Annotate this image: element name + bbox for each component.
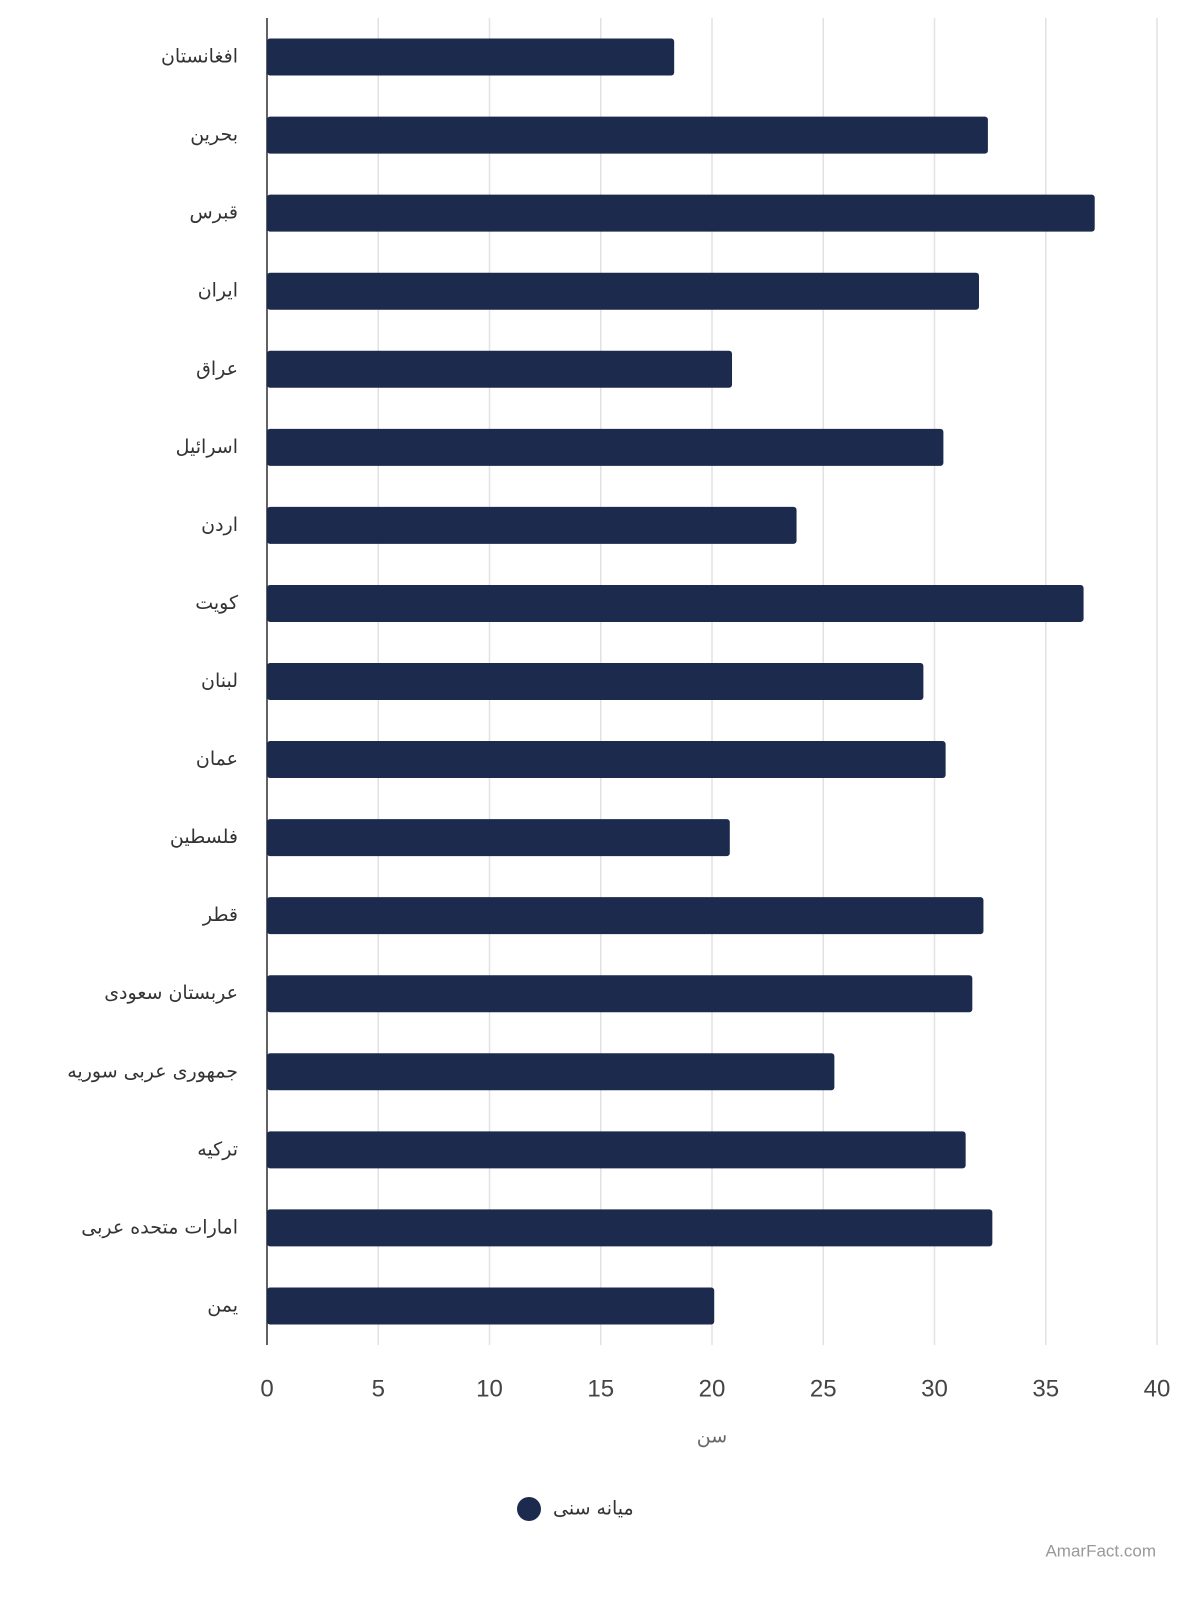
y-tick-label: فلسطین [170,826,238,848]
y-tick-label: اسرائیل [176,436,238,458]
bar [267,741,946,779]
x-tick-label: 40 [1144,1375,1171,1402]
x-tick-label: 15 [587,1375,614,1402]
bar [267,663,924,700]
bar [267,116,988,154]
y-tick-label: عربستان سعودی [104,982,238,1004]
y-tick-label: ترکیه [197,1138,238,1160]
x-tick-label: 25 [810,1375,837,1402]
y-tick-label: قبرس [190,202,239,224]
bar [267,1287,715,1325]
watermark: AmarFact.com [1045,1541,1156,1560]
x-tick-label: 10 [476,1375,503,1402]
y-tick-label: اردن [201,514,238,536]
bar [267,1209,993,1247]
bar [267,194,1095,232]
bar [267,38,675,76]
bar [267,897,984,935]
bar [267,350,733,388]
x-tick-label: 20 [699,1375,726,1402]
x-tick-label: 5 [372,1375,385,1402]
x-tick-label: 30 [921,1375,948,1402]
y-tick-label: عمان [196,748,238,770]
bar [267,428,944,466]
bar [267,584,1084,622]
bar [267,975,973,1013]
x-axis-label: سن [697,1426,727,1448]
bar [267,272,979,310]
bar [267,506,797,544]
legend-label: میانه سنی [553,1498,634,1520]
x-tick-label: 0 [260,1375,273,1402]
y-tick-label: جمهوری عربی سوریه [67,1060,238,1082]
y-tick-label: کویت [195,592,239,614]
y-tick-label: لبنان [201,670,238,692]
y-tick-label: قطر [202,904,238,926]
legend-marker [517,1497,541,1521]
y-tick-label: افغانستان [161,46,238,68]
y-tick-label: بحرین [190,124,238,146]
y-tick-label: امارات متحده عربی [81,1216,238,1238]
y-tick-label: عراق [196,358,238,380]
bar [267,819,730,857]
y-tick-label: ایران [198,280,238,302]
bar [267,1131,966,1169]
bar [267,1053,835,1091]
x-tick-label: 35 [1032,1375,1059,1402]
y-tick-label: یمن [207,1294,238,1316]
